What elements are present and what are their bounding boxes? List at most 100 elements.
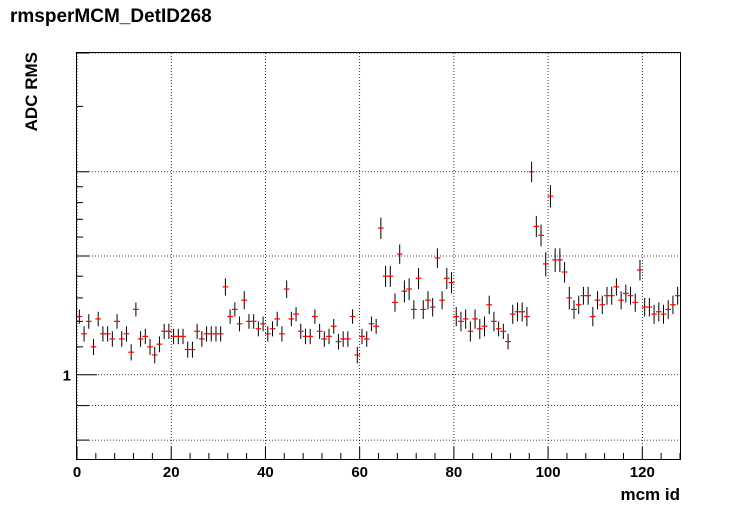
data-point bbox=[349, 309, 356, 324]
data-point bbox=[307, 328, 314, 345]
data-point bbox=[255, 321, 262, 337]
data-point bbox=[589, 307, 596, 327]
data-point bbox=[401, 280, 408, 303]
data-point bbox=[443, 267, 450, 290]
data-point bbox=[608, 286, 615, 305]
data-point bbox=[264, 326, 271, 342]
data-point bbox=[637, 259, 643, 281]
data-point bbox=[316, 323, 323, 339]
data-point bbox=[491, 311, 497, 332]
data-point bbox=[674, 286, 681, 305]
data-point bbox=[151, 346, 158, 364]
data-point bbox=[95, 311, 102, 327]
data-point bbox=[585, 286, 591, 305]
data-point bbox=[575, 295, 582, 315]
data-point bbox=[326, 328, 332, 345]
x-tick-label: 40 bbox=[257, 464, 274, 481]
data-point bbox=[293, 307, 299, 322]
data-point bbox=[486, 295, 493, 315]
x-tick-labels: 0 20 40 60 80 100 120 bbox=[73, 464, 655, 481]
data-point bbox=[312, 309, 318, 324]
data-point bbox=[250, 314, 257, 329]
y-tick-labels: 1 bbox=[63, 368, 71, 385]
data-point bbox=[458, 311, 464, 332]
data-point bbox=[109, 331, 116, 347]
plot-area bbox=[76, 52, 681, 460]
data-point bbox=[118, 331, 125, 347]
x-tick-label: 0 bbox=[73, 464, 81, 481]
data-point bbox=[90, 338, 97, 355]
data-point bbox=[670, 295, 676, 315]
x-tick-label: 80 bbox=[446, 464, 463, 481]
x-tick-label: 120 bbox=[630, 464, 655, 481]
data-point bbox=[622, 284, 629, 303]
data-point bbox=[217, 326, 224, 342]
data-point bbox=[538, 224, 544, 247]
data-point bbox=[561, 261, 568, 283]
data-point bbox=[547, 185, 554, 208]
data-point bbox=[345, 331, 351, 347]
data-point bbox=[123, 326, 130, 342]
data-point bbox=[481, 316, 488, 337]
data-point bbox=[415, 267, 422, 290]
data-point bbox=[288, 311, 295, 327]
data-point bbox=[297, 323, 304, 339]
data-point bbox=[114, 314, 120, 329]
data-point bbox=[594, 291, 601, 310]
data-point bbox=[241, 291, 248, 310]
data-point bbox=[269, 321, 276, 337]
data-point bbox=[646, 297, 653, 317]
data-point bbox=[528, 161, 535, 183]
data-point bbox=[76, 309, 83, 324]
y-axis-title: ADC RMS bbox=[22, 52, 41, 131]
data-point bbox=[180, 328, 186, 345]
data-point bbox=[189, 341, 196, 358]
data-point bbox=[613, 278, 620, 296]
data-point bbox=[571, 300, 577, 319]
data-point bbox=[142, 328, 149, 345]
data-point bbox=[618, 291, 624, 310]
data-point bbox=[128, 344, 135, 361]
data-point bbox=[392, 293, 398, 312]
data-point bbox=[651, 304, 657, 324]
data-point bbox=[359, 328, 365, 345]
data-point bbox=[420, 300, 427, 319]
data-point bbox=[373, 318, 379, 334]
data-point bbox=[425, 291, 431, 310]
data-point bbox=[194, 323, 200, 339]
data-point bbox=[448, 272, 455, 294]
x-tick-label: 20 bbox=[163, 464, 180, 481]
data-point bbox=[227, 309, 233, 324]
data-points bbox=[76, 161, 681, 364]
y-tick-label: 1 bbox=[63, 368, 71, 385]
x-tick-label: 60 bbox=[351, 464, 368, 481]
data-point bbox=[467, 321, 474, 342]
data-point bbox=[137, 331, 144, 347]
data-point bbox=[542, 252, 549, 277]
data-point bbox=[533, 215, 540, 238]
data-point bbox=[519, 302, 526, 322]
data-point bbox=[368, 316, 375, 332]
data-point bbox=[500, 323, 507, 339]
data-point bbox=[509, 304, 516, 324]
chart-title: rmsperMCM_DetID268 bbox=[10, 6, 212, 27]
data-point bbox=[85, 314, 92, 329]
data-point bbox=[283, 280, 290, 298]
data-point bbox=[599, 295, 606, 315]
data-point bbox=[396, 244, 403, 264]
data-point bbox=[363, 331, 370, 347]
data-point bbox=[274, 311, 281, 327]
data-point bbox=[406, 278, 412, 301]
data-point bbox=[566, 286, 573, 310]
data-point bbox=[81, 326, 87, 342]
data-point bbox=[505, 333, 511, 350]
plot-frame bbox=[76, 52, 681, 460]
data-point bbox=[147, 338, 153, 355]
data-point bbox=[660, 304, 667, 324]
data-point bbox=[231, 302, 238, 317]
data-point bbox=[104, 326, 111, 342]
data-point bbox=[378, 217, 384, 239]
data-point bbox=[279, 326, 285, 342]
data-point bbox=[410, 300, 417, 319]
